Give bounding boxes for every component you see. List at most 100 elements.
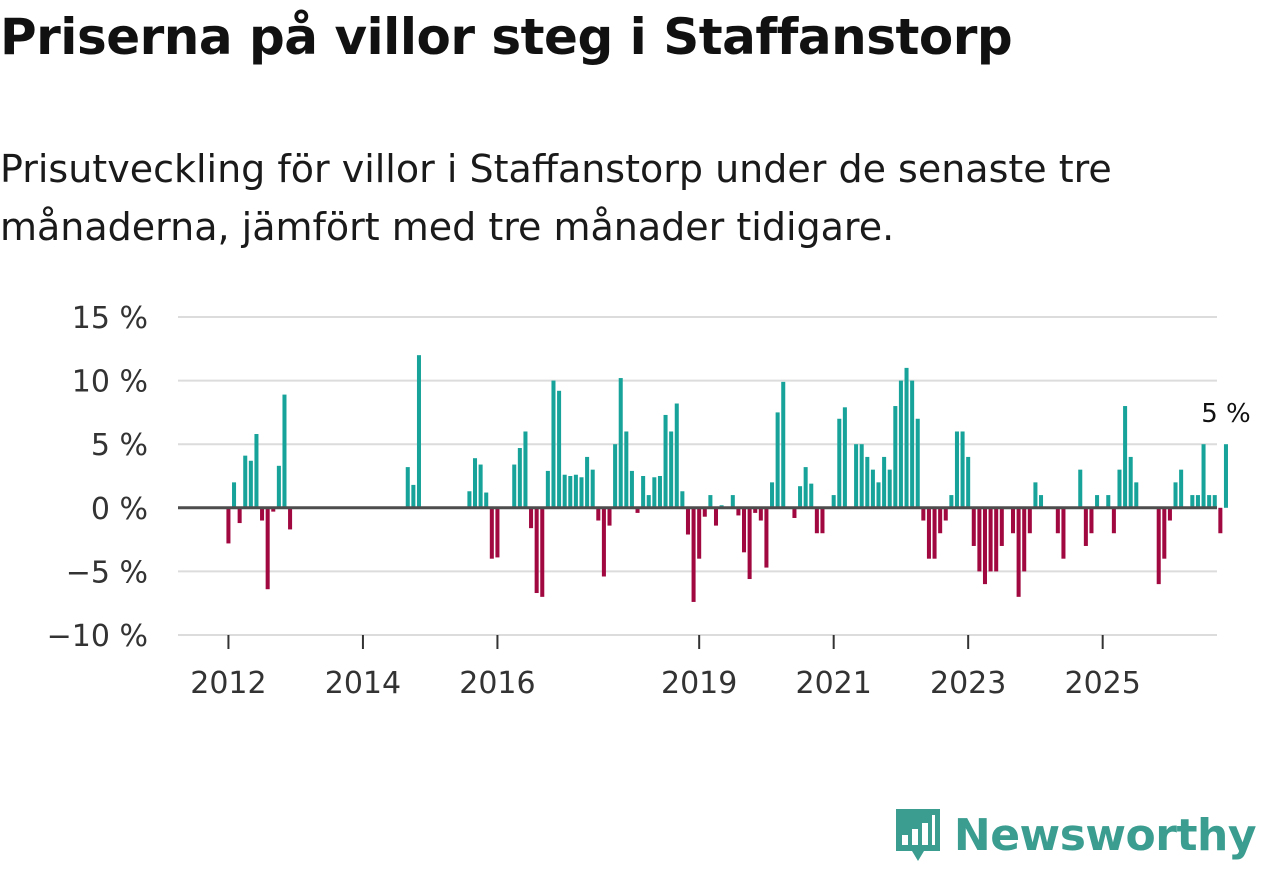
bar bbox=[629, 470, 634, 508]
bar bbox=[1117, 469, 1122, 508]
bar bbox=[282, 394, 287, 508]
y-tick-label: −10 % bbox=[47, 619, 148, 654]
bar-chart: 15 % 10 % 5 % 0 % −5 % −10 % 2012 2014 2016 2019… bbox=[47, 301, 1251, 701]
bar bbox=[753, 507, 758, 513]
bar bbox=[966, 456, 971, 508]
bar bbox=[271, 507, 276, 512]
bar bbox=[641, 476, 646, 508]
annotation-label: 5 % bbox=[1201, 399, 1251, 429]
bar bbox=[898, 380, 903, 508]
bar bbox=[1201, 444, 1206, 508]
bar bbox=[237, 507, 242, 524]
bar bbox=[254, 434, 259, 508]
bar bbox=[1223, 444, 1228, 508]
bar bbox=[624, 431, 629, 508]
bar bbox=[1016, 507, 1021, 597]
bar bbox=[865, 456, 870, 508]
x-tick-label: 2025 bbox=[1064, 666, 1140, 701]
x-tick-label: 2012 bbox=[190, 666, 266, 701]
bar bbox=[938, 507, 943, 534]
bar bbox=[742, 507, 747, 553]
bar bbox=[792, 507, 797, 518]
bar bbox=[876, 482, 881, 508]
y-tick-label: 0 % bbox=[91, 492, 148, 527]
bar bbox=[680, 491, 685, 508]
bar bbox=[657, 476, 662, 508]
bar bbox=[859, 444, 864, 508]
bar bbox=[893, 406, 898, 508]
y-tick-label: 15 % bbox=[72, 301, 148, 336]
bar bbox=[669, 431, 674, 508]
bar bbox=[730, 495, 735, 508]
bar bbox=[764, 507, 769, 568]
bar bbox=[882, 456, 887, 508]
bar bbox=[1156, 507, 1161, 585]
bar bbox=[568, 476, 573, 508]
bar bbox=[585, 456, 590, 508]
bar bbox=[971, 507, 976, 546]
bar bbox=[517, 448, 522, 508]
x-tick-label: 2023 bbox=[930, 666, 1006, 701]
bar bbox=[557, 390, 562, 508]
bar bbox=[478, 464, 483, 508]
bar bbox=[708, 495, 713, 508]
bar bbox=[1218, 507, 1223, 534]
bar bbox=[758, 507, 763, 521]
bar bbox=[1106, 495, 1111, 508]
bar bbox=[411, 484, 416, 508]
x-tick-label: 2016 bbox=[459, 666, 535, 701]
bar bbox=[523, 431, 528, 508]
bar bbox=[1190, 495, 1195, 508]
bar bbox=[495, 507, 500, 558]
gridlines bbox=[178, 316, 1217, 636]
bar bbox=[954, 431, 959, 508]
annotations: 5 % bbox=[1201, 399, 1251, 429]
bar bbox=[489, 507, 494, 559]
bar bbox=[529, 507, 534, 529]
bar bbox=[601, 507, 606, 577]
x-tick-label: 2021 bbox=[795, 666, 871, 701]
bar bbox=[982, 507, 987, 585]
bar bbox=[1212, 495, 1217, 508]
y-tick-label: 10 % bbox=[72, 365, 148, 400]
bar bbox=[573, 474, 578, 508]
x-tick-label: 2019 bbox=[661, 666, 737, 701]
bar bbox=[405, 467, 410, 508]
bar bbox=[713, 507, 719, 526]
bar bbox=[747, 507, 752, 580]
bar bbox=[243, 455, 248, 508]
bar bbox=[545, 470, 550, 508]
bar bbox=[921, 507, 926, 521]
bar bbox=[988, 507, 993, 572]
bar bbox=[702, 507, 707, 517]
bar bbox=[467, 491, 472, 508]
bar bbox=[1134, 482, 1139, 508]
bar bbox=[854, 444, 859, 508]
bar bbox=[579, 477, 584, 508]
bar bbox=[1095, 495, 1100, 508]
bar bbox=[932, 507, 937, 559]
bar bbox=[288, 507, 293, 530]
bar bbox=[1027, 507, 1032, 534]
bar bbox=[551, 380, 556, 508]
bar bbox=[540, 507, 545, 597]
y-axis-labels: 15 % 10 % 5 % 0 % −5 % −10 % bbox=[47, 301, 148, 654]
bar bbox=[960, 431, 965, 508]
bar bbox=[607, 507, 612, 526]
bar bbox=[618, 378, 623, 508]
x-tick-label: 2014 bbox=[325, 666, 401, 701]
bar bbox=[260, 507, 265, 521]
newsworthy-logo: Newsworthy bbox=[892, 805, 1257, 865]
bar bbox=[596, 507, 601, 521]
bar bbox=[887, 469, 892, 508]
bar bbox=[276, 465, 281, 508]
bar bbox=[674, 403, 679, 508]
bar bbox=[265, 507, 270, 590]
bars bbox=[226, 355, 1228, 602]
bar bbox=[1111, 507, 1116, 534]
bar bbox=[512, 464, 517, 508]
bar bbox=[781, 381, 786, 508]
bar bbox=[831, 495, 836, 508]
bar bbox=[473, 458, 478, 508]
bar bbox=[870, 469, 875, 508]
